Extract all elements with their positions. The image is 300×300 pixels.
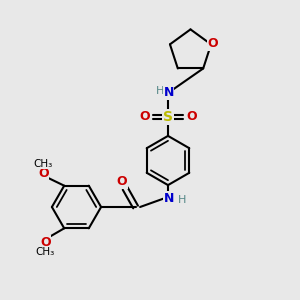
Text: O: O [117,175,128,188]
Text: H: H [178,195,186,205]
Text: O: O [139,110,150,124]
Text: H: H [155,86,164,96]
Text: N: N [164,86,174,99]
Text: N: N [164,192,174,205]
Text: CH₃: CH₃ [34,159,53,169]
Text: O: O [38,167,49,180]
Text: S: S [163,110,173,124]
Text: CH₃: CH₃ [36,247,55,257]
Text: O: O [207,37,218,50]
Text: O: O [40,236,51,249]
Text: O: O [186,110,197,124]
